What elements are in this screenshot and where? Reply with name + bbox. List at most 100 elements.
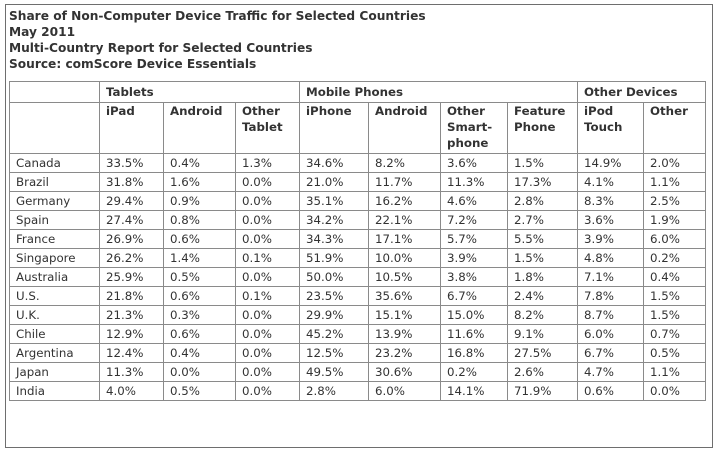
table-row: Brazil 31.8% 1.6% 0.0% 21.0% 11.7% 11.3% 17.3% 4… — [9, 172, 706, 192]
value-cell: 10.0% — [368, 248, 441, 268]
column-header-line: Other — [447, 104, 485, 118]
value-cell: 1.1% — [643, 362, 706, 382]
value-cell: 0.8% — [163, 210, 236, 230]
value-cell: 16.8% — [440, 343, 508, 363]
value-cell: 0.6% — [577, 381, 644, 401]
value-cell: 0.3% — [163, 305, 236, 325]
value-cell: 3.9% — [577, 229, 644, 249]
value-cell: 0.9% — [163, 191, 236, 211]
value-cell: 0.4% — [163, 343, 236, 363]
column-header-7: iPod Touch — [577, 102, 644, 154]
column-header-4: Android — [368, 102, 441, 154]
value-cell: 0.5% — [643, 343, 706, 363]
value-cell: 33.5% — [99, 153, 164, 173]
value-cell: 21.8% — [99, 286, 164, 306]
column-header-line: Other — [650, 104, 688, 118]
value-cell: 22.1% — [368, 210, 441, 230]
traffic-share-table: Tablets Mobile Phones Other Devices iPad… — [9, 81, 706, 401]
value-cell: 2.8% — [299, 381, 369, 401]
value-cell: 1.4% — [163, 248, 236, 268]
column-header-line: Android — [170, 104, 223, 118]
value-cell: 0.1% — [235, 248, 300, 268]
value-cell: 0.6% — [163, 229, 236, 249]
value-cell: 6.7% — [440, 286, 508, 306]
value-cell: 0.7% — [643, 324, 706, 344]
value-cell: 17.3% — [507, 172, 578, 192]
country-cell: U.K. — [9, 305, 100, 325]
column-header-row: iPad Android Other Tablet iPhone Android Other… — [9, 102, 706, 154]
value-cell: 21.0% — [299, 172, 369, 192]
table-row: Japan 11.3% 0.0% 0.0% 49.5% 30.6% 0.2% 2.6% 4.7%… — [9, 362, 706, 382]
table-row: U.K. 21.3% 0.3% 0.0% 29.9% 15.1% 15.0% 8.2% 8.7%… — [9, 305, 706, 325]
value-cell: 25.9% — [99, 267, 164, 287]
table-row: Australia 25.9% 0.5% 0.0% 50.0% 10.5% 3.8% 1.8%… — [9, 267, 706, 287]
value-cell: 0.0% — [235, 172, 300, 192]
value-cell: 13.9% — [368, 324, 441, 344]
value-cell: 4.8% — [577, 248, 644, 268]
value-cell: 49.5% — [299, 362, 369, 382]
value-cell: 1.6% — [163, 172, 236, 192]
column-header-line: Other — [242, 104, 280, 118]
value-cell: 34.3% — [299, 229, 369, 249]
value-cell: 3.8% — [440, 267, 508, 287]
country-cell: India — [9, 381, 100, 401]
value-cell: 0.0% — [235, 229, 300, 249]
value-cell: 2.0% — [643, 153, 706, 173]
value-cell: 34.2% — [299, 210, 369, 230]
country-cell: Singapore — [9, 248, 100, 268]
value-cell: 2.7% — [507, 210, 578, 230]
value-cell: 4.6% — [440, 191, 508, 211]
value-cell: 10.5% — [368, 267, 441, 287]
value-cell: 35.6% — [368, 286, 441, 306]
value-cell: 30.6% — [368, 362, 441, 382]
value-cell: 4.7% — [577, 362, 644, 382]
value-cell: 1.5% — [643, 305, 706, 325]
value-cell: 0.6% — [163, 324, 236, 344]
value-cell: 12.4% — [99, 343, 164, 363]
value-cell: 0.0% — [235, 305, 300, 325]
value-cell: 1.5% — [507, 153, 578, 173]
value-cell: 3.6% — [440, 153, 508, 173]
value-cell: 0.5% — [163, 381, 236, 401]
value-cell: 1.9% — [643, 210, 706, 230]
value-cell: 0.0% — [235, 362, 300, 382]
value-cell: 0.4% — [643, 267, 706, 287]
value-cell: 15.0% — [440, 305, 508, 325]
report-date: May 2011 — [9, 25, 76, 39]
column-header-line: phone — [447, 136, 489, 150]
value-cell: 50.0% — [299, 267, 369, 287]
value-cell: 4.0% — [99, 381, 164, 401]
country-cell: Brazil — [9, 172, 100, 192]
value-cell: 27.4% — [99, 210, 164, 230]
table-row: Germany 29.4% 0.9% 0.0% 35.1% 16.2% 4.6% 2.8% 8.… — [9, 191, 706, 211]
report-frame — [5, 4, 713, 448]
value-cell: 9.1% — [507, 324, 578, 344]
value-cell: 11.7% — [368, 172, 441, 192]
group-header-tablets: Tablets — [99, 81, 300, 103]
column-header-line: Smart- — [447, 120, 493, 134]
table-row: U.S. 21.8% 0.6% 0.1% 23.5% 35.6% 6.7% 2.4% 7.8% 1… — [9, 286, 706, 306]
report-header: Share of Non-Computer Device Traffic for… — [9, 8, 426, 72]
value-cell: 7.1% — [577, 267, 644, 287]
value-cell: 8.2% — [368, 153, 441, 173]
value-cell: 15.1% — [368, 305, 441, 325]
value-cell: 26.2% — [99, 248, 164, 268]
value-cell: 1.8% — [507, 267, 578, 287]
value-cell: 6.0% — [368, 381, 441, 401]
value-cell: 2.8% — [507, 191, 578, 211]
value-cell: 14.9% — [577, 153, 644, 173]
value-cell: 3.6% — [577, 210, 644, 230]
value-cell: 0.2% — [440, 362, 508, 382]
column-header-3: iPhone — [299, 102, 369, 154]
value-cell: 0.0% — [163, 362, 236, 382]
column-header-line: iPhone — [306, 104, 352, 118]
corner-cell — [9, 81, 100, 103]
value-cell: 0.0% — [235, 191, 300, 211]
column-header-line: Tablet — [242, 120, 283, 134]
country-cell: Spain — [9, 210, 100, 230]
value-cell: 0.0% — [235, 343, 300, 363]
table-row: Canada 33.5% 0.4% 1.3% 34.6% 8.2% 3.6% 1.5% 14.9… — [9, 153, 706, 173]
value-cell: 21.3% — [99, 305, 164, 325]
value-cell: 8.2% — [507, 305, 578, 325]
value-cell: 12.5% — [299, 343, 369, 363]
